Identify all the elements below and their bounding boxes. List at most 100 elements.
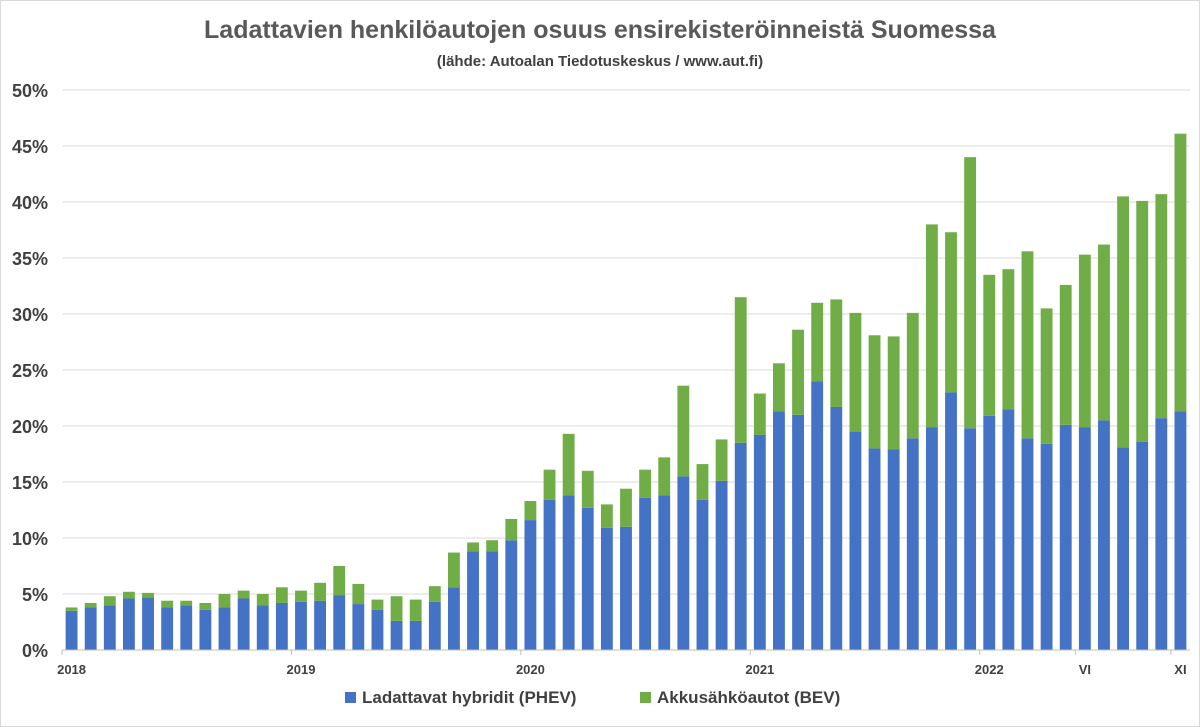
bar-bev	[906, 312, 919, 439]
bar-bev	[868, 335, 881, 449]
y-tick-label: 50%	[12, 81, 48, 101]
bar-bev	[925, 224, 938, 428]
bar-phev	[1174, 411, 1187, 650]
bar-bev	[1117, 196, 1130, 448]
bar-bev	[792, 329, 804, 415]
bar-phev	[1155, 418, 1168, 650]
bar-phev	[830, 406, 843, 650]
bar-phev	[256, 605, 269, 650]
bar-bev	[314, 582, 327, 601]
x-tick-label: 2021	[745, 662, 774, 677]
bar-bev	[562, 433, 575, 496]
y-tick-label: 20%	[12, 417, 48, 437]
bar-bev	[1021, 251, 1034, 439]
bar-bev	[1002, 269, 1015, 410]
bar-bev	[581, 470, 594, 508]
bar-bev	[103, 596, 116, 606]
bar-phev	[122, 598, 135, 650]
bar-phev	[390, 620, 403, 650]
bar-phev	[142, 597, 154, 650]
bar-bev	[390, 596, 403, 621]
bar-bev	[887, 336, 900, 450]
bar-bev	[1136, 200, 1149, 442]
bar-bev	[486, 540, 499, 552]
bar-bev	[620, 488, 632, 527]
bar-phev	[773, 411, 785, 650]
bar-phev	[734, 442, 747, 650]
bar-bev	[696, 464, 709, 500]
bar-bev	[1155, 194, 1168, 419]
bar-phev	[1059, 424, 1072, 650]
x-tick-label: VI	[1079, 662, 1091, 677]
bar-bev	[1040, 308, 1053, 444]
bar-phev	[753, 434, 766, 650]
bar-phev	[868, 448, 881, 650]
bar-bev	[983, 274, 996, 416]
y-tick-label: 35%	[12, 249, 48, 269]
bar-phev	[237, 598, 250, 650]
bar-phev	[658, 495, 671, 650]
bar-bev	[753, 393, 766, 435]
x-tick-label: 2019	[287, 662, 316, 677]
bar-bev	[180, 600, 193, 606]
bar-bev	[1174, 133, 1187, 412]
bar-phev	[65, 610, 78, 650]
bar-phev	[639, 497, 652, 650]
bar-phev	[1021, 438, 1034, 650]
bar-bev	[1098, 244, 1110, 421]
bar-phev	[792, 414, 804, 650]
bar-phev	[600, 527, 613, 650]
bar-bev	[218, 594, 231, 608]
bar-phev	[677, 476, 690, 650]
bar-phev	[964, 428, 977, 650]
x-tick-label: XI	[1174, 662, 1186, 677]
bar-bev	[964, 157, 977, 429]
bar-bev	[199, 602, 212, 610]
bar-phev	[180, 605, 193, 650]
bar-bev	[639, 469, 652, 498]
bar-phev	[371, 609, 384, 650]
bar-bev	[715, 439, 728, 481]
bar-phev	[161, 607, 174, 650]
x-tick-label: 2020	[516, 662, 545, 677]
y-tick-label: 25%	[12, 361, 48, 381]
bar-phev	[945, 392, 957, 650]
legend-swatch-bev	[640, 692, 651, 703]
legend-label-bev: Akkusähköautot (BEV)	[657, 688, 840, 707]
bar-phev	[295, 601, 307, 650]
y-tick-label: 10%	[12, 529, 48, 549]
bar-phev	[103, 605, 116, 650]
bar-phev	[218, 607, 231, 650]
bar-bev	[658, 457, 671, 496]
bar-bev	[830, 299, 843, 407]
bar-phev	[1002, 409, 1015, 650]
bar-phev	[486, 551, 499, 650]
bar-phev	[1117, 447, 1130, 650]
bar-bev	[428, 586, 441, 602]
bar-series	[65, 133, 1187, 650]
bar-phev	[524, 520, 537, 650]
bar-bev	[371, 599, 384, 610]
bar-bev	[524, 501, 537, 521]
bar-phev	[1040, 443, 1053, 650]
bar-bev	[448, 552, 460, 588]
bar-phev	[543, 499, 556, 650]
chart-subtitle: (lähde: Autoalan Tiedotuskeskus / www.au…	[437, 53, 763, 70]
bar-phev	[811, 381, 824, 650]
bar-phev	[581, 507, 594, 650]
bar-phev	[906, 438, 919, 650]
y-tick-label: 40%	[12, 193, 48, 213]
bar-bev	[600, 504, 613, 528]
bar-phev	[696, 499, 709, 650]
bar-bev	[352, 583, 365, 605]
bar-bev	[849, 312, 862, 432]
y-tick-label: 0%	[22, 641, 48, 661]
bar-phev	[1136, 441, 1149, 650]
bar-bev	[1078, 254, 1091, 428]
bar-bev	[65, 607, 78, 611]
bar-phev	[925, 427, 938, 650]
y-tick-label: 15%	[12, 473, 48, 493]
bar-phev	[409, 620, 422, 650]
